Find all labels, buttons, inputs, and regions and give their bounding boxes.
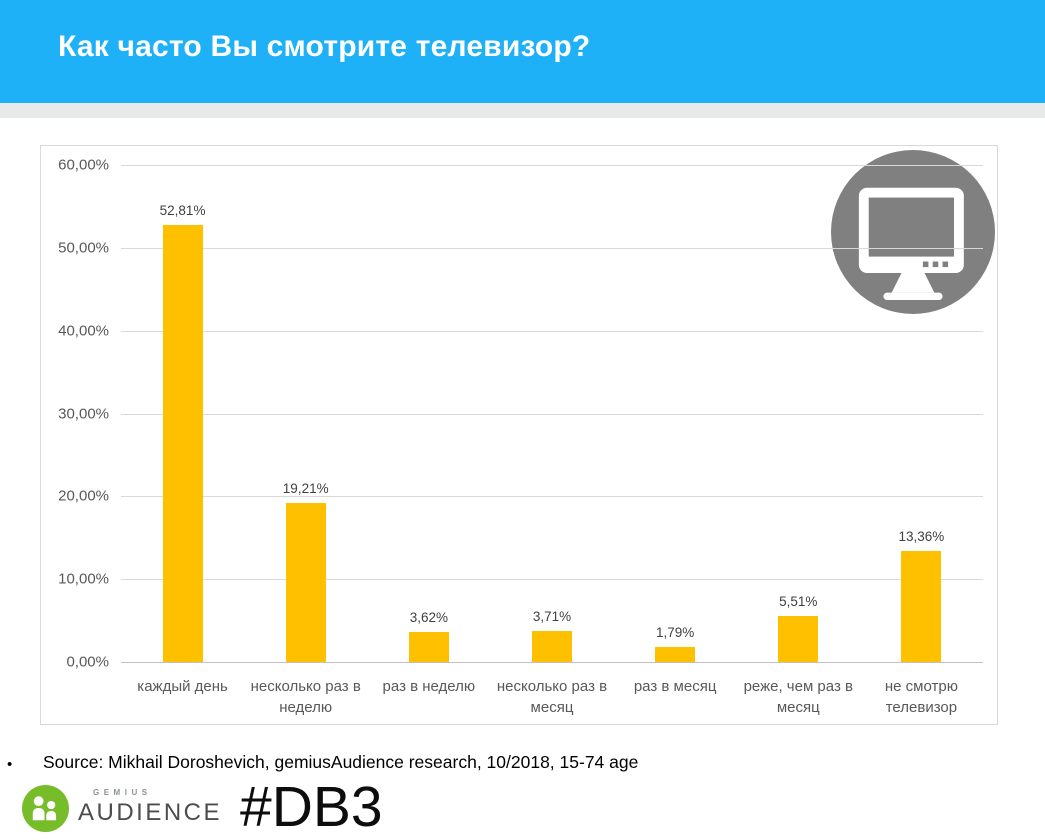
bar [901,551,942,662]
category-label: раз в неделю [382,678,476,695]
y-tick-label: 60,00% [58,156,109,174]
bar-value-label: 19,21% [282,481,329,496]
source-text: Source: Mikhail Doroshevich, gemiusAudie… [43,752,639,772]
bar-value-label: 52,81% [159,203,206,218]
x-axis-line [121,662,983,663]
slide-header: Как часто Вы смотрите телевизор? [0,0,1045,103]
y-tick-label: 30,00% [58,405,109,422]
bar [778,616,819,662]
header-accent-strip [0,103,1045,118]
source-bullet: • [7,756,13,773]
tv-monitor-icon [831,150,995,314]
y-tick-label: 50,00% [58,239,109,257]
bar [285,503,326,662]
gridline [121,165,983,166]
gemius-audience-logo: GEMIUS AUDIENCE [22,785,222,832]
bar [408,632,449,662]
category-label: несколько раз в неделю [250,678,361,716]
bar-value-label: 13,36% [898,529,945,544]
chart-panel: 60,00% 50,00% 40,00% 30,00% 20,00% 10,00% 0,00… [40,145,998,725]
category-label: раз в месяц [633,678,717,695]
gridline [121,579,983,581]
gridline [121,247,983,249]
bar-value-label: 3,71% [532,609,572,624]
hashtag-text: #DB3 [240,775,383,839]
y-tick-label: 0,00% [66,653,109,671]
bar-value-label: 5,51% [779,594,818,609]
bar [655,647,696,662]
category-label: несколько раз в месяц [496,678,608,716]
y-tick-label: 10,00% [58,570,109,588]
people-icon [22,785,69,832]
bar [532,631,572,662]
y-tick-label: 20,00% [58,487,109,505]
logo-gemius-text: GEMIUS [93,788,152,797]
category-label: каждый день [137,678,228,695]
logo-text: GEMIUS AUDIENCE [78,785,222,827]
gridline [121,330,983,332]
bar-value-label: 3,62% [409,610,448,625]
y-tick-label: 40,00% [58,322,109,340]
logo-audience-text: AUDIENCE [78,799,223,826]
gridline [121,413,983,415]
page-title: Как часто Вы смотрите телевизор? [58,29,591,63]
category-label: реже, чем раз в месяц [743,678,853,716]
category-label: не смотрю телевизор [884,678,958,716]
gridline [121,496,983,498]
bar-value-label: 1,79% [656,625,695,640]
bar [162,225,203,662]
